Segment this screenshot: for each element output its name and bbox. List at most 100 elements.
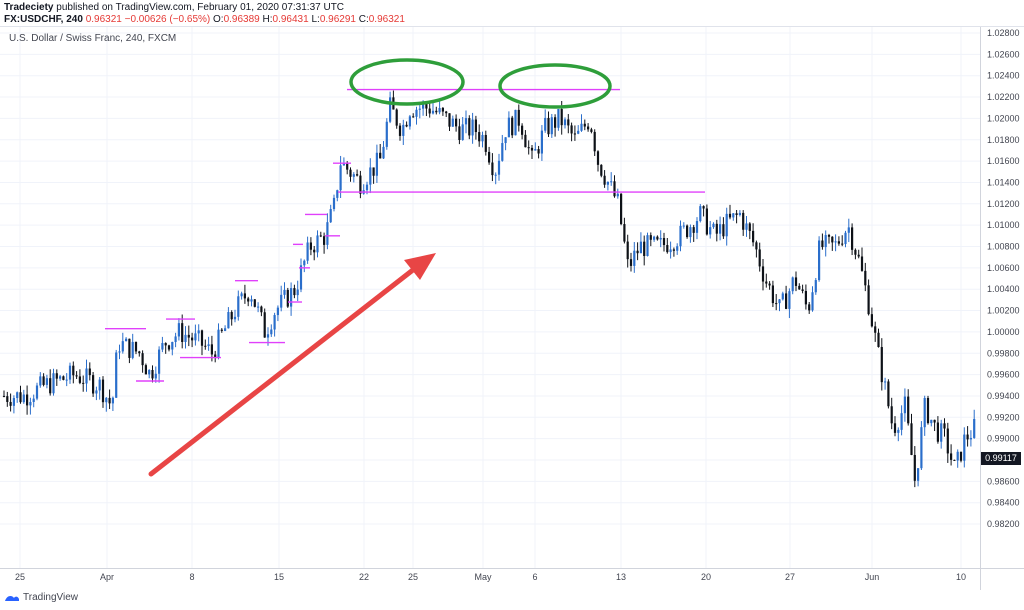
candle-body xyxy=(154,373,157,379)
candle-body xyxy=(138,351,141,354)
candle-body xyxy=(560,108,563,126)
candle-body xyxy=(481,134,484,142)
candle-body xyxy=(82,382,85,384)
first-top-ellipse xyxy=(349,58,465,106)
candle-body xyxy=(174,336,177,342)
candle-body xyxy=(775,303,778,305)
ohlc-legend: FX:USDCHF, 240 0.96321 −0.00626 (−0.65%)… xyxy=(4,14,405,25)
candle-body xyxy=(39,376,42,386)
candle-body xyxy=(742,212,745,230)
candle-body xyxy=(874,326,877,333)
candle-body xyxy=(540,130,543,154)
y-tick-label: 1.01800 xyxy=(987,135,1020,145)
candle-body xyxy=(458,126,461,140)
candle-body xyxy=(890,406,893,424)
candle-body xyxy=(253,299,256,307)
candle-body xyxy=(379,152,382,159)
candle-body xyxy=(276,307,279,316)
candle-body xyxy=(811,292,814,311)
candle-body xyxy=(389,97,392,122)
candle-body xyxy=(735,213,738,216)
candle-body xyxy=(356,174,359,176)
candle-body xyxy=(738,212,741,216)
x-tick-label: 25 xyxy=(408,572,418,582)
candle-body xyxy=(910,423,913,455)
candle-body xyxy=(313,249,316,253)
candle-body xyxy=(669,249,672,253)
candle-body xyxy=(867,285,870,315)
x-tick-label: 15 xyxy=(274,572,284,582)
candle-body xyxy=(781,293,784,300)
candle-body xyxy=(672,249,675,251)
candle-body xyxy=(474,119,477,133)
y-tick-label: 0.98400 xyxy=(987,498,1020,508)
candle-body xyxy=(148,369,151,375)
candle-body xyxy=(455,118,458,127)
candle-body xyxy=(105,397,108,403)
candle-body xyxy=(184,334,187,342)
candle-body xyxy=(497,160,501,175)
candle-body xyxy=(969,437,972,440)
candle-body xyxy=(494,174,497,176)
candle-body xyxy=(933,419,936,423)
candle-body xyxy=(636,250,639,254)
candle-body xyxy=(907,396,910,424)
annotations xyxy=(105,58,705,477)
candle-body xyxy=(299,265,303,290)
candle-body xyxy=(917,468,920,481)
candle-body xyxy=(332,197,336,210)
candle-body xyxy=(732,213,735,218)
candle-body xyxy=(893,423,897,433)
candle-body xyxy=(461,124,464,140)
candle-body xyxy=(200,330,204,346)
candle-body xyxy=(134,341,138,352)
candle-body xyxy=(359,175,362,194)
candle-body xyxy=(121,341,124,352)
candle-body xyxy=(587,126,590,130)
candle-body xyxy=(534,149,537,151)
candle-body xyxy=(468,118,471,136)
candle-body xyxy=(517,109,520,126)
open-label: O: xyxy=(213,14,224,25)
candle-body xyxy=(903,396,906,414)
candle-body xyxy=(194,333,197,341)
candle-body xyxy=(319,235,322,237)
candle-body xyxy=(75,375,78,377)
candle-body xyxy=(418,108,421,110)
candle-body xyxy=(676,246,679,251)
candle-body xyxy=(306,242,309,261)
candle-body xyxy=(771,285,774,304)
candle-body xyxy=(626,241,629,260)
candle-body xyxy=(375,152,378,176)
candle-body xyxy=(49,378,52,394)
x-tick-label: May xyxy=(474,572,492,582)
candle-body xyxy=(207,344,210,346)
candle-body xyxy=(778,299,781,304)
candle-body xyxy=(880,347,883,383)
candle-body xyxy=(709,227,712,235)
candle-body xyxy=(643,241,646,256)
candle-body xyxy=(959,451,963,461)
candle-body xyxy=(52,373,55,394)
candle-body xyxy=(950,453,953,460)
candle-body xyxy=(263,312,266,338)
x-tick-label: 6 xyxy=(532,572,537,582)
close-label: C: xyxy=(358,14,369,25)
candle-body xyxy=(273,315,276,330)
candle-body xyxy=(65,379,68,381)
candle-body xyxy=(656,236,659,240)
symbol-label: FX:USDCHF, 240 xyxy=(4,14,83,25)
candle-body xyxy=(336,190,339,198)
candle-body xyxy=(537,149,540,154)
footer-brand[interactable]: TradingView xyxy=(23,592,79,603)
candle-body xyxy=(372,167,375,176)
y-tick-label: 1.02800 xyxy=(987,28,1020,38)
axes: 1.02800 1.02600 1.02400 1.02200 1.02000 1.018… xyxy=(0,26,1024,590)
candle-body xyxy=(877,332,880,348)
candle-body xyxy=(613,181,616,197)
candle-body xyxy=(435,110,438,113)
publisher-name[interactable]: Tradeciety xyxy=(4,2,54,13)
candle-body xyxy=(662,238,666,246)
y-tick-label: 1.00800 xyxy=(987,242,1020,252)
